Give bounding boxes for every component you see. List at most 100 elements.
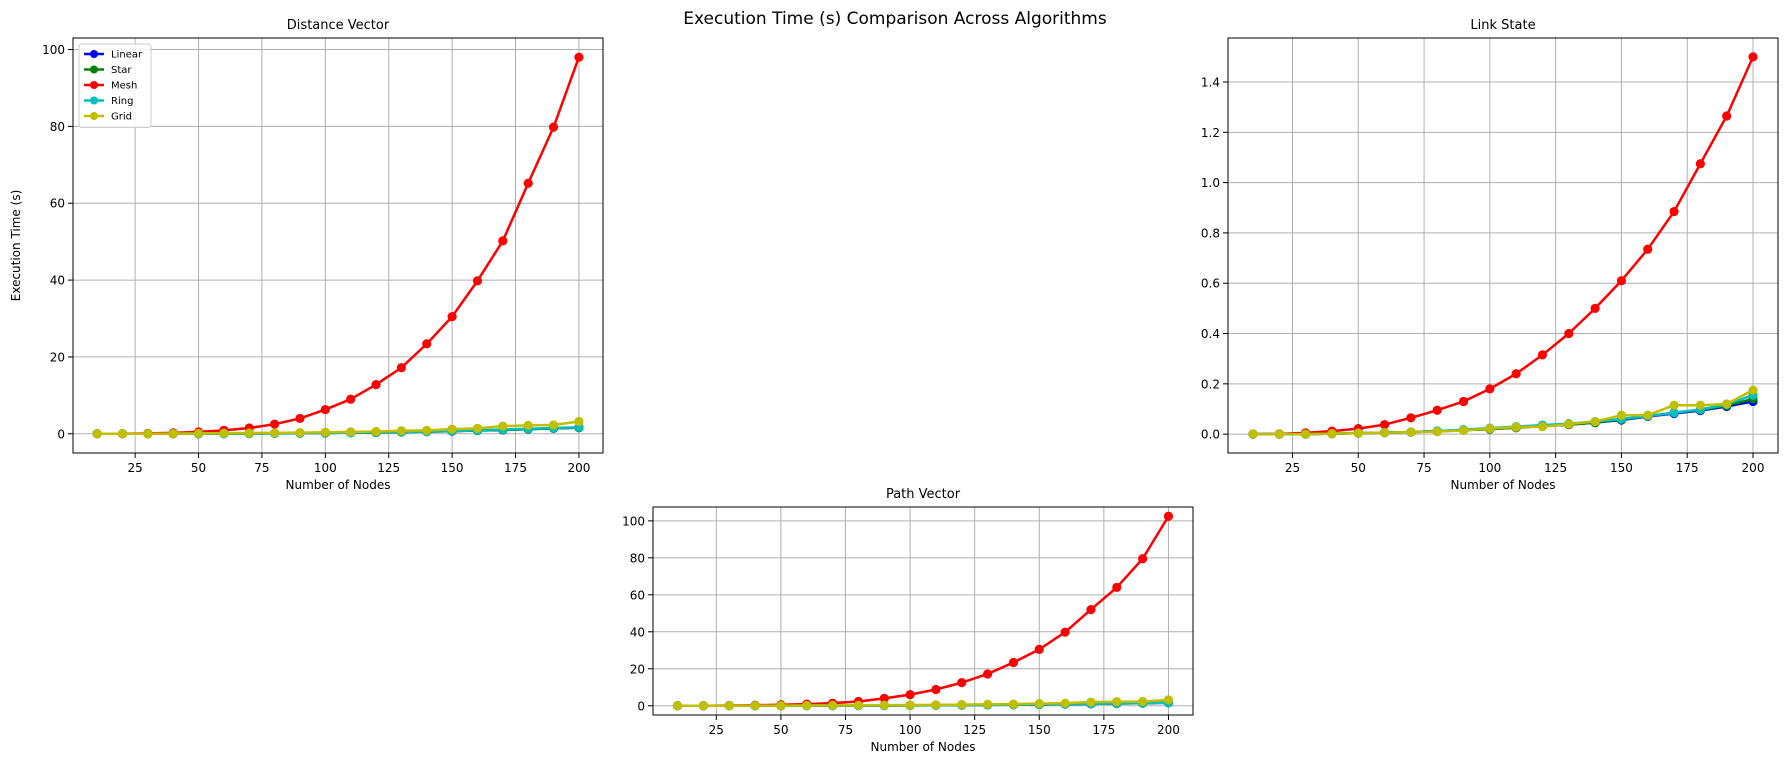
legend-label: Mesh [111, 81, 137, 92]
data-point [1669, 408, 1679, 418]
data-point [1590, 303, 1600, 313]
y-tick-label: 1.4 [1201, 76, 1220, 90]
x-tick-label: 75 [838, 723, 853, 737]
data-point [698, 701, 708, 711]
data-point [371, 380, 381, 390]
subplot-distance-vector: 25 50 75 100 125 150 175 200 0 20 40 60 80 100 Distanc… [9, 18, 604, 492]
data-point [447, 311, 457, 322]
charts-container: 25 50 75 100 125 150 175 200020406080100Distanc… [9, 18, 1779, 754]
data-point [92, 429, 102, 439]
data-point [1564, 328, 1574, 339]
data-point [422, 339, 432, 349]
data-point [1669, 400, 1679, 410]
y-tick-label: 100 [622, 514, 645, 528]
data-point [1034, 644, 1044, 654]
axes-frame [652, 506, 1194, 716]
data-point [1248, 429, 1258, 439]
x-tick-label: 75 [254, 461, 269, 475]
data-point [1112, 582, 1122, 593]
data-point [1695, 159, 1705, 169]
series-grid [92, 416, 584, 439]
legend-marker [90, 50, 98, 58]
x-tick-label: 150 [1028, 723, 1051, 737]
data-point [1163, 695, 1174, 705]
data-point [1406, 413, 1416, 423]
data-point [1695, 400, 1705, 410]
data-point [1432, 427, 1442, 437]
data-point [346, 427, 356, 437]
x-axis-label: Number of Nodes [286, 478, 391, 492]
data-point [396, 426, 406, 436]
data-point [724, 701, 734, 711]
data-point [295, 428, 305, 438]
y-tick-label: 1.2 [1201, 126, 1220, 140]
y-axis-label: Execution Time (s) [9, 190, 23, 302]
x-tick-label: 125 [1544, 461, 1567, 475]
data-point [1748, 385, 1758, 395]
data-point [905, 700, 915, 710]
data-point [1060, 698, 1070, 708]
x-tick-label: 150 [441, 461, 464, 475]
data-point [143, 429, 153, 439]
subplot-title: Distance Vector [287, 18, 390, 33]
y-tick-label: 0 [57, 427, 65, 441]
legend-item-ring: Ring [84, 96, 133, 107]
data-point [498, 236, 508, 246]
data-point [982, 669, 993, 679]
y-tick-label: 0.4 [1201, 327, 1220, 341]
data-point [396, 363, 406, 373]
data-point [1432, 405, 1442, 415]
data-point [320, 427, 330, 437]
x-tick-label: 25 [1285, 461, 1300, 475]
data-point [905, 690, 915, 700]
data-point [1722, 111, 1732, 121]
data-point [523, 420, 533, 430]
y-tick-label: 40 [50, 274, 65, 288]
x-tick-label: 50 [1351, 461, 1366, 475]
y-tick-label: 0.6 [1201, 277, 1220, 291]
data-point [168, 428, 178, 439]
legend-marker [90, 81, 98, 89]
x-tick-label: 50 [773, 723, 788, 737]
y-tick-label: 80 [630, 551, 645, 565]
data-point [1537, 350, 1548, 360]
y-tick-label: 1.0 [1201, 176, 1220, 190]
y-tick-label: 60 [630, 588, 645, 602]
y-tick-label: 0.8 [1201, 226, 1220, 240]
data-point [371, 426, 381, 437]
data-point [982, 699, 993, 709]
data-point [1353, 428, 1363, 438]
data-point [1458, 425, 1469, 435]
legend-item-mesh: Mesh [84, 81, 137, 92]
data-point [193, 428, 204, 439]
y-tick-label: 0.0 [1201, 428, 1220, 442]
legend-marker [90, 112, 98, 120]
data-point [1564, 419, 1574, 429]
data-point [957, 678, 967, 688]
data-point [523, 178, 533, 188]
data-point [422, 425, 432, 435]
x-tick-label: 100 [1478, 461, 1501, 475]
y-tick-label: 20 [50, 350, 65, 364]
data-point [1301, 429, 1311, 439]
data-point [1274, 429, 1284, 439]
data-point [931, 684, 941, 695]
plot-area [653, 507, 1193, 715]
data-point [1086, 605, 1096, 615]
figure-suptitle: Execution Time (s) Comparison Across Alg… [683, 9, 1107, 29]
data-point [1034, 698, 1044, 709]
data-point [244, 428, 254, 438]
x-axis-label: Number of Nodes [871, 740, 976, 754]
data-point [1138, 554, 1148, 564]
x-tick-label: 150 [1610, 461, 1633, 475]
plot-area [1228, 38, 1778, 453]
axes-frame [1227, 37, 1779, 454]
x-tick-label: 175 [504, 461, 527, 475]
x-tick-label: 100 [899, 723, 922, 737]
x-tick-label: 175 [1092, 723, 1115, 737]
data-point [1748, 52, 1758, 62]
data-point [1511, 422, 1521, 432]
x-tick-label: 25 [709, 723, 724, 737]
data-point [1722, 399, 1732, 409]
data-point [498, 421, 508, 431]
